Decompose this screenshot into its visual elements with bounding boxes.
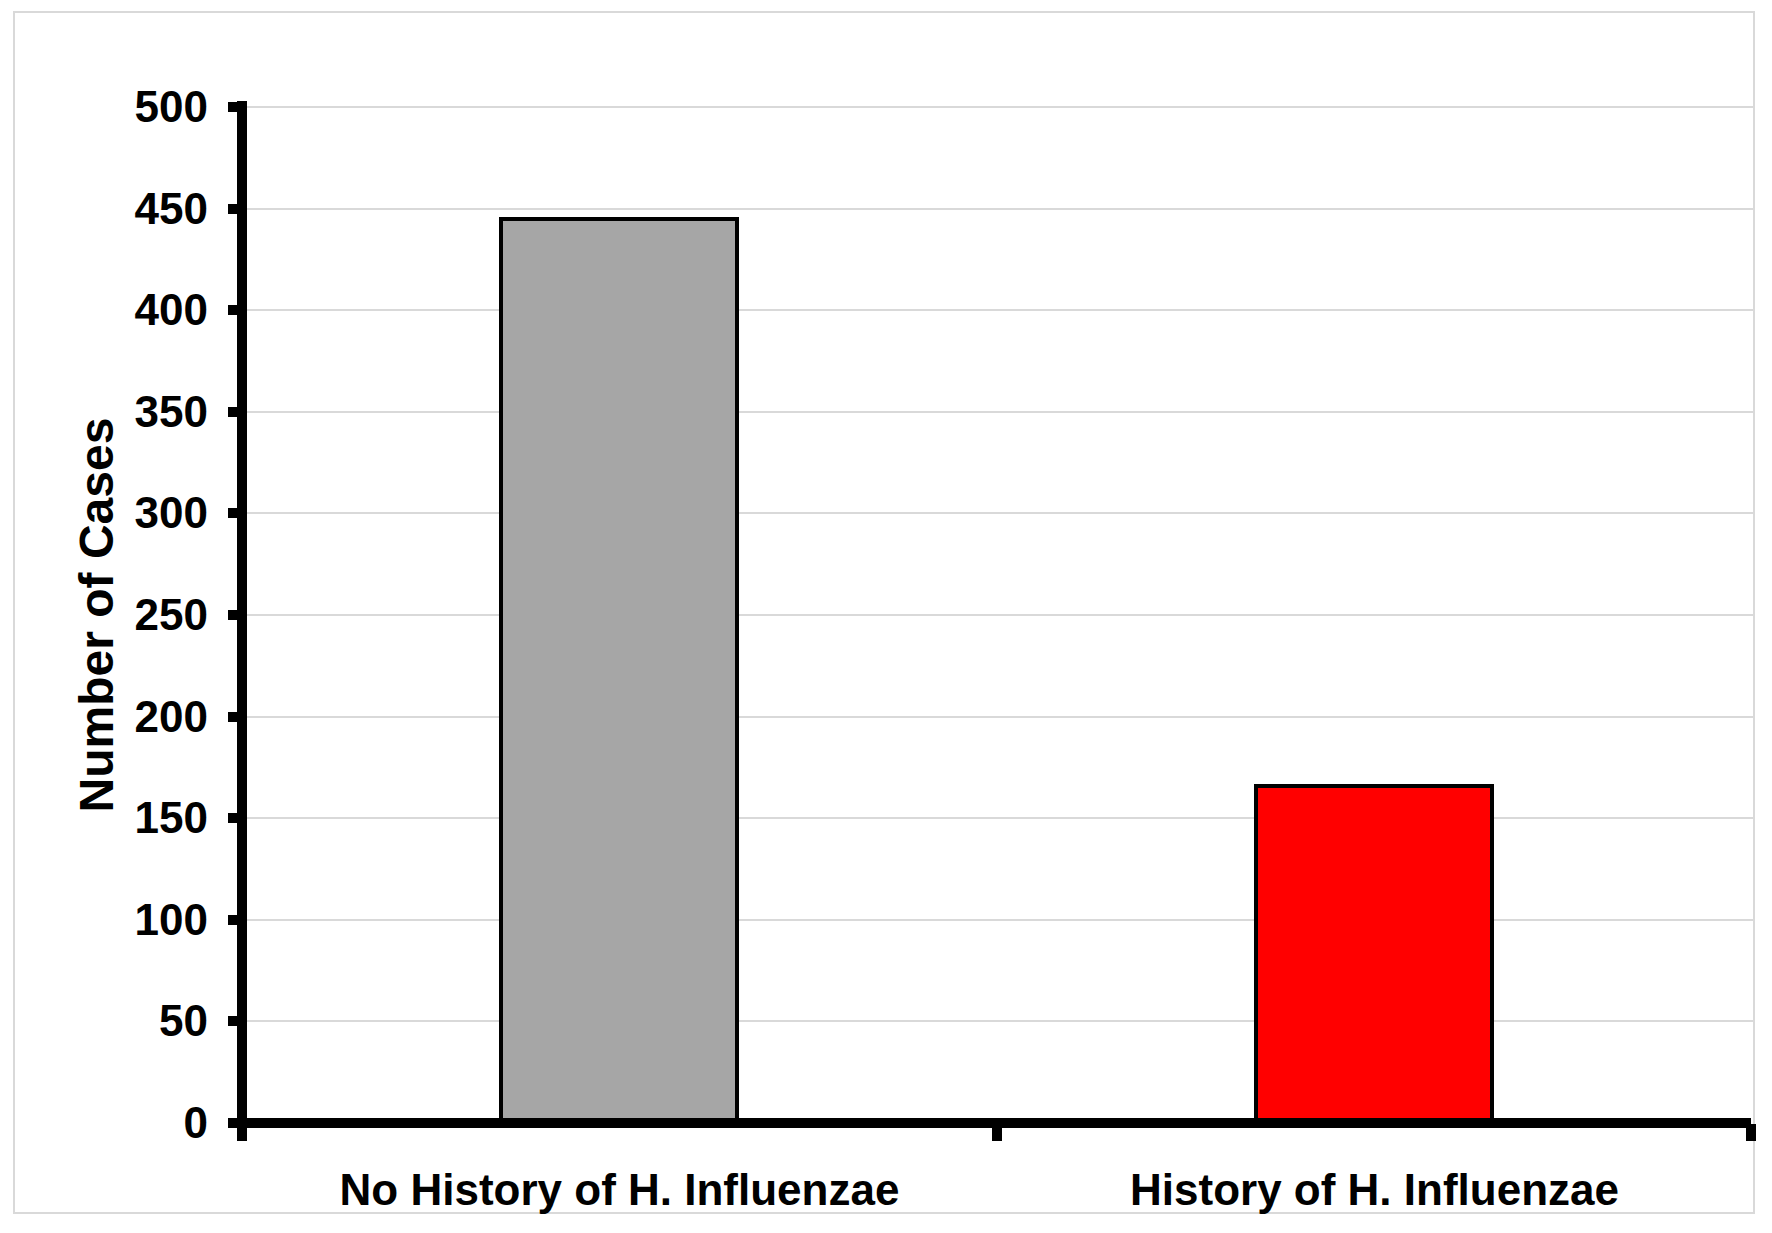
y-axis-tick-400 xyxy=(228,305,244,315)
bar-no-history-of-h-influenzae xyxy=(499,217,739,1123)
y-tick-label-500: 500 xyxy=(0,76,208,138)
y-axis-tick-350 xyxy=(228,407,244,417)
y-axis-tick-300 xyxy=(228,508,244,518)
gridline-350 xyxy=(247,411,1753,413)
gridline-100 xyxy=(247,919,1753,921)
y-axis-line xyxy=(237,101,247,1141)
gridline-200 xyxy=(247,716,1753,718)
y-tick-label-0: 0 xyxy=(0,1092,208,1154)
gridline-400 xyxy=(247,309,1753,311)
y-axis-tick-0 xyxy=(228,1118,244,1128)
y-axis-tick-100 xyxy=(228,915,244,925)
gridline-450 xyxy=(247,208,1753,210)
x-axis-boundary-tick-1 xyxy=(992,1124,1002,1141)
x-category-label-no-history-of-h-influenzae: No History of H. Influenzae xyxy=(242,1162,997,1218)
gridline-150 xyxy=(247,817,1753,819)
y-axis-tick-450 xyxy=(228,204,244,214)
bar-chart: 050100150200250300350400450500No History… xyxy=(0,0,1772,1233)
y-axis-tick-500 xyxy=(228,102,244,112)
y-tick-label-50: 50 xyxy=(0,990,208,1052)
y-axis-tick-250 xyxy=(228,610,244,620)
y-axis-tick-50 xyxy=(228,1016,244,1026)
bar-history-of-h-influenzae xyxy=(1254,784,1494,1123)
y-tick-label-100: 100 xyxy=(0,889,208,951)
y-axis-tick-150 xyxy=(228,813,244,823)
y-axis-tick-200 xyxy=(228,712,244,722)
gridline-50 xyxy=(247,1020,1753,1022)
y-tick-label-450: 450 xyxy=(0,178,208,240)
gridline-500 xyxy=(247,106,1753,108)
gridline-300 xyxy=(247,512,1753,514)
x-category-label-history-of-h-influenzae: History of H. Influenzae xyxy=(997,1162,1752,1218)
x-axis-boundary-tick-2 xyxy=(1746,1124,1756,1141)
y-tick-label-400: 400 xyxy=(0,279,208,341)
gridline-250 xyxy=(247,614,1753,616)
y-axis-title: Number of Cases xyxy=(69,365,125,865)
